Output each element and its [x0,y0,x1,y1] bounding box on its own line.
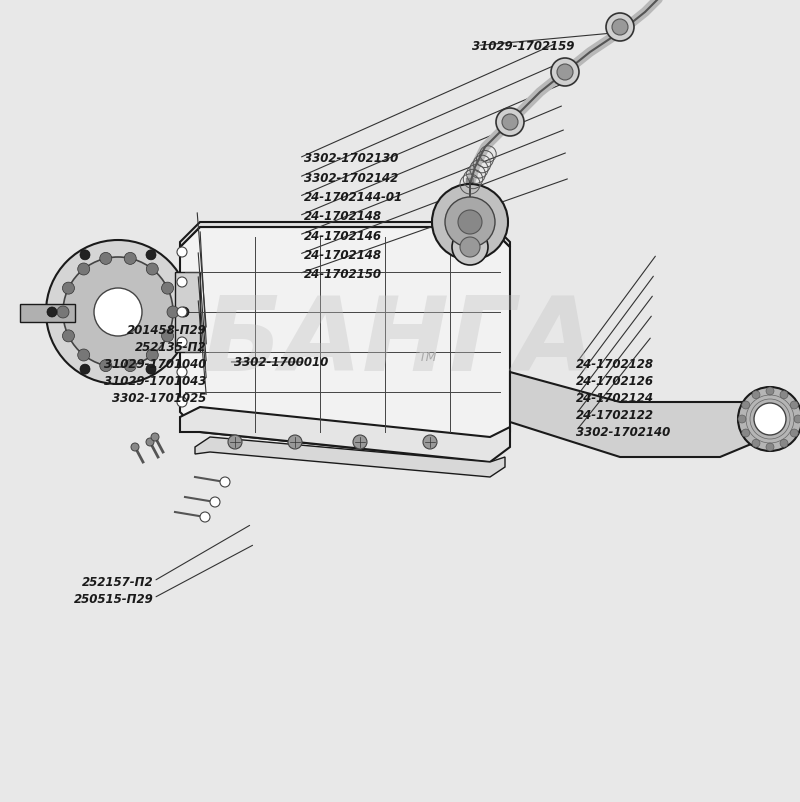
Text: 250515-П29: 250515-П29 [74,592,154,605]
Circle shape [177,277,187,288]
Circle shape [612,20,628,36]
Circle shape [790,429,798,437]
Polygon shape [510,373,780,457]
Text: 3302-1700010: 3302-1700010 [234,356,328,369]
Text: 252157-П2: 252157-П2 [82,575,154,588]
Circle shape [780,439,788,448]
Circle shape [146,264,158,276]
Circle shape [496,109,524,137]
Circle shape [46,241,190,384]
Text: 24-1702146: 24-1702146 [304,229,382,242]
Circle shape [200,512,210,522]
Circle shape [146,350,158,362]
Text: 3302-1701025: 3302-1701025 [112,391,206,404]
Text: 24-1702124: 24-1702124 [576,391,654,404]
Circle shape [131,444,139,452]
Circle shape [162,283,174,295]
Text: 24-1702148: 24-1702148 [304,210,382,223]
Polygon shape [180,407,510,463]
Text: БАНГА: БАНГА [203,292,597,393]
Circle shape [445,198,495,248]
Circle shape [177,398,187,407]
Circle shape [353,435,367,449]
Text: 24-1702128: 24-1702128 [576,358,654,371]
Circle shape [47,308,57,318]
Circle shape [57,306,69,318]
Circle shape [177,248,187,257]
Circle shape [62,330,74,342]
Text: TM: TM [419,350,437,363]
Text: 24-1702148: 24-1702148 [304,249,382,261]
Text: 31029-1701043: 31029-1701043 [104,375,206,387]
Circle shape [752,439,760,448]
Circle shape [220,477,230,488]
Text: 31029-1701040: 31029-1701040 [104,358,206,371]
Circle shape [228,435,242,449]
Circle shape [288,435,302,449]
Polygon shape [180,223,510,248]
Bar [20,305,75,322]
Bar [175,273,200,353]
Circle shape [63,257,173,367]
Text: 201458-П29: 201458-П29 [126,324,206,337]
Circle shape [210,497,220,508]
Text: 3302-1702140: 3302-1702140 [576,425,670,438]
Text: 24-1702144-01: 24-1702144-01 [304,191,403,204]
Circle shape [551,59,579,87]
Circle shape [100,253,112,265]
Circle shape [62,283,74,295]
Circle shape [790,402,798,410]
Circle shape [167,306,179,318]
Circle shape [738,415,746,423]
Circle shape [78,350,90,362]
Circle shape [124,253,136,265]
Circle shape [177,367,187,378]
Circle shape [124,360,136,372]
Text: 24-1702122: 24-1702122 [576,408,654,421]
Circle shape [794,415,800,423]
Circle shape [151,433,159,441]
Circle shape [752,391,760,399]
Text: 24-1702150: 24-1702150 [304,268,382,281]
Circle shape [94,289,142,337]
Circle shape [452,229,488,265]
Circle shape [738,387,800,452]
Circle shape [766,387,774,395]
Circle shape [146,439,154,447]
Text: 31029-1702159: 31029-1702159 [472,40,574,53]
Circle shape [754,403,786,435]
Circle shape [177,338,187,347]
Text: 3302-1702142: 3302-1702142 [304,172,398,184]
Text: 252135-П2: 252135-П2 [134,341,206,354]
Circle shape [742,429,750,437]
Circle shape [146,250,156,261]
Text: 24-1702126: 24-1702126 [576,375,654,387]
Polygon shape [195,437,505,477]
Circle shape [458,211,482,235]
Circle shape [146,365,156,375]
Circle shape [557,65,573,81]
Circle shape [100,360,112,372]
Circle shape [423,435,437,449]
Circle shape [80,250,90,261]
Circle shape [766,444,774,452]
Circle shape [177,308,187,318]
Circle shape [78,264,90,276]
Circle shape [162,330,174,342]
Circle shape [502,115,518,131]
Circle shape [780,391,788,399]
Circle shape [80,365,90,375]
Circle shape [742,402,750,410]
Polygon shape [180,228,510,463]
Circle shape [432,184,508,261]
Text: 3302-1702130: 3302-1702130 [304,152,398,165]
Circle shape [460,237,480,257]
Circle shape [606,14,634,42]
Circle shape [179,308,189,318]
